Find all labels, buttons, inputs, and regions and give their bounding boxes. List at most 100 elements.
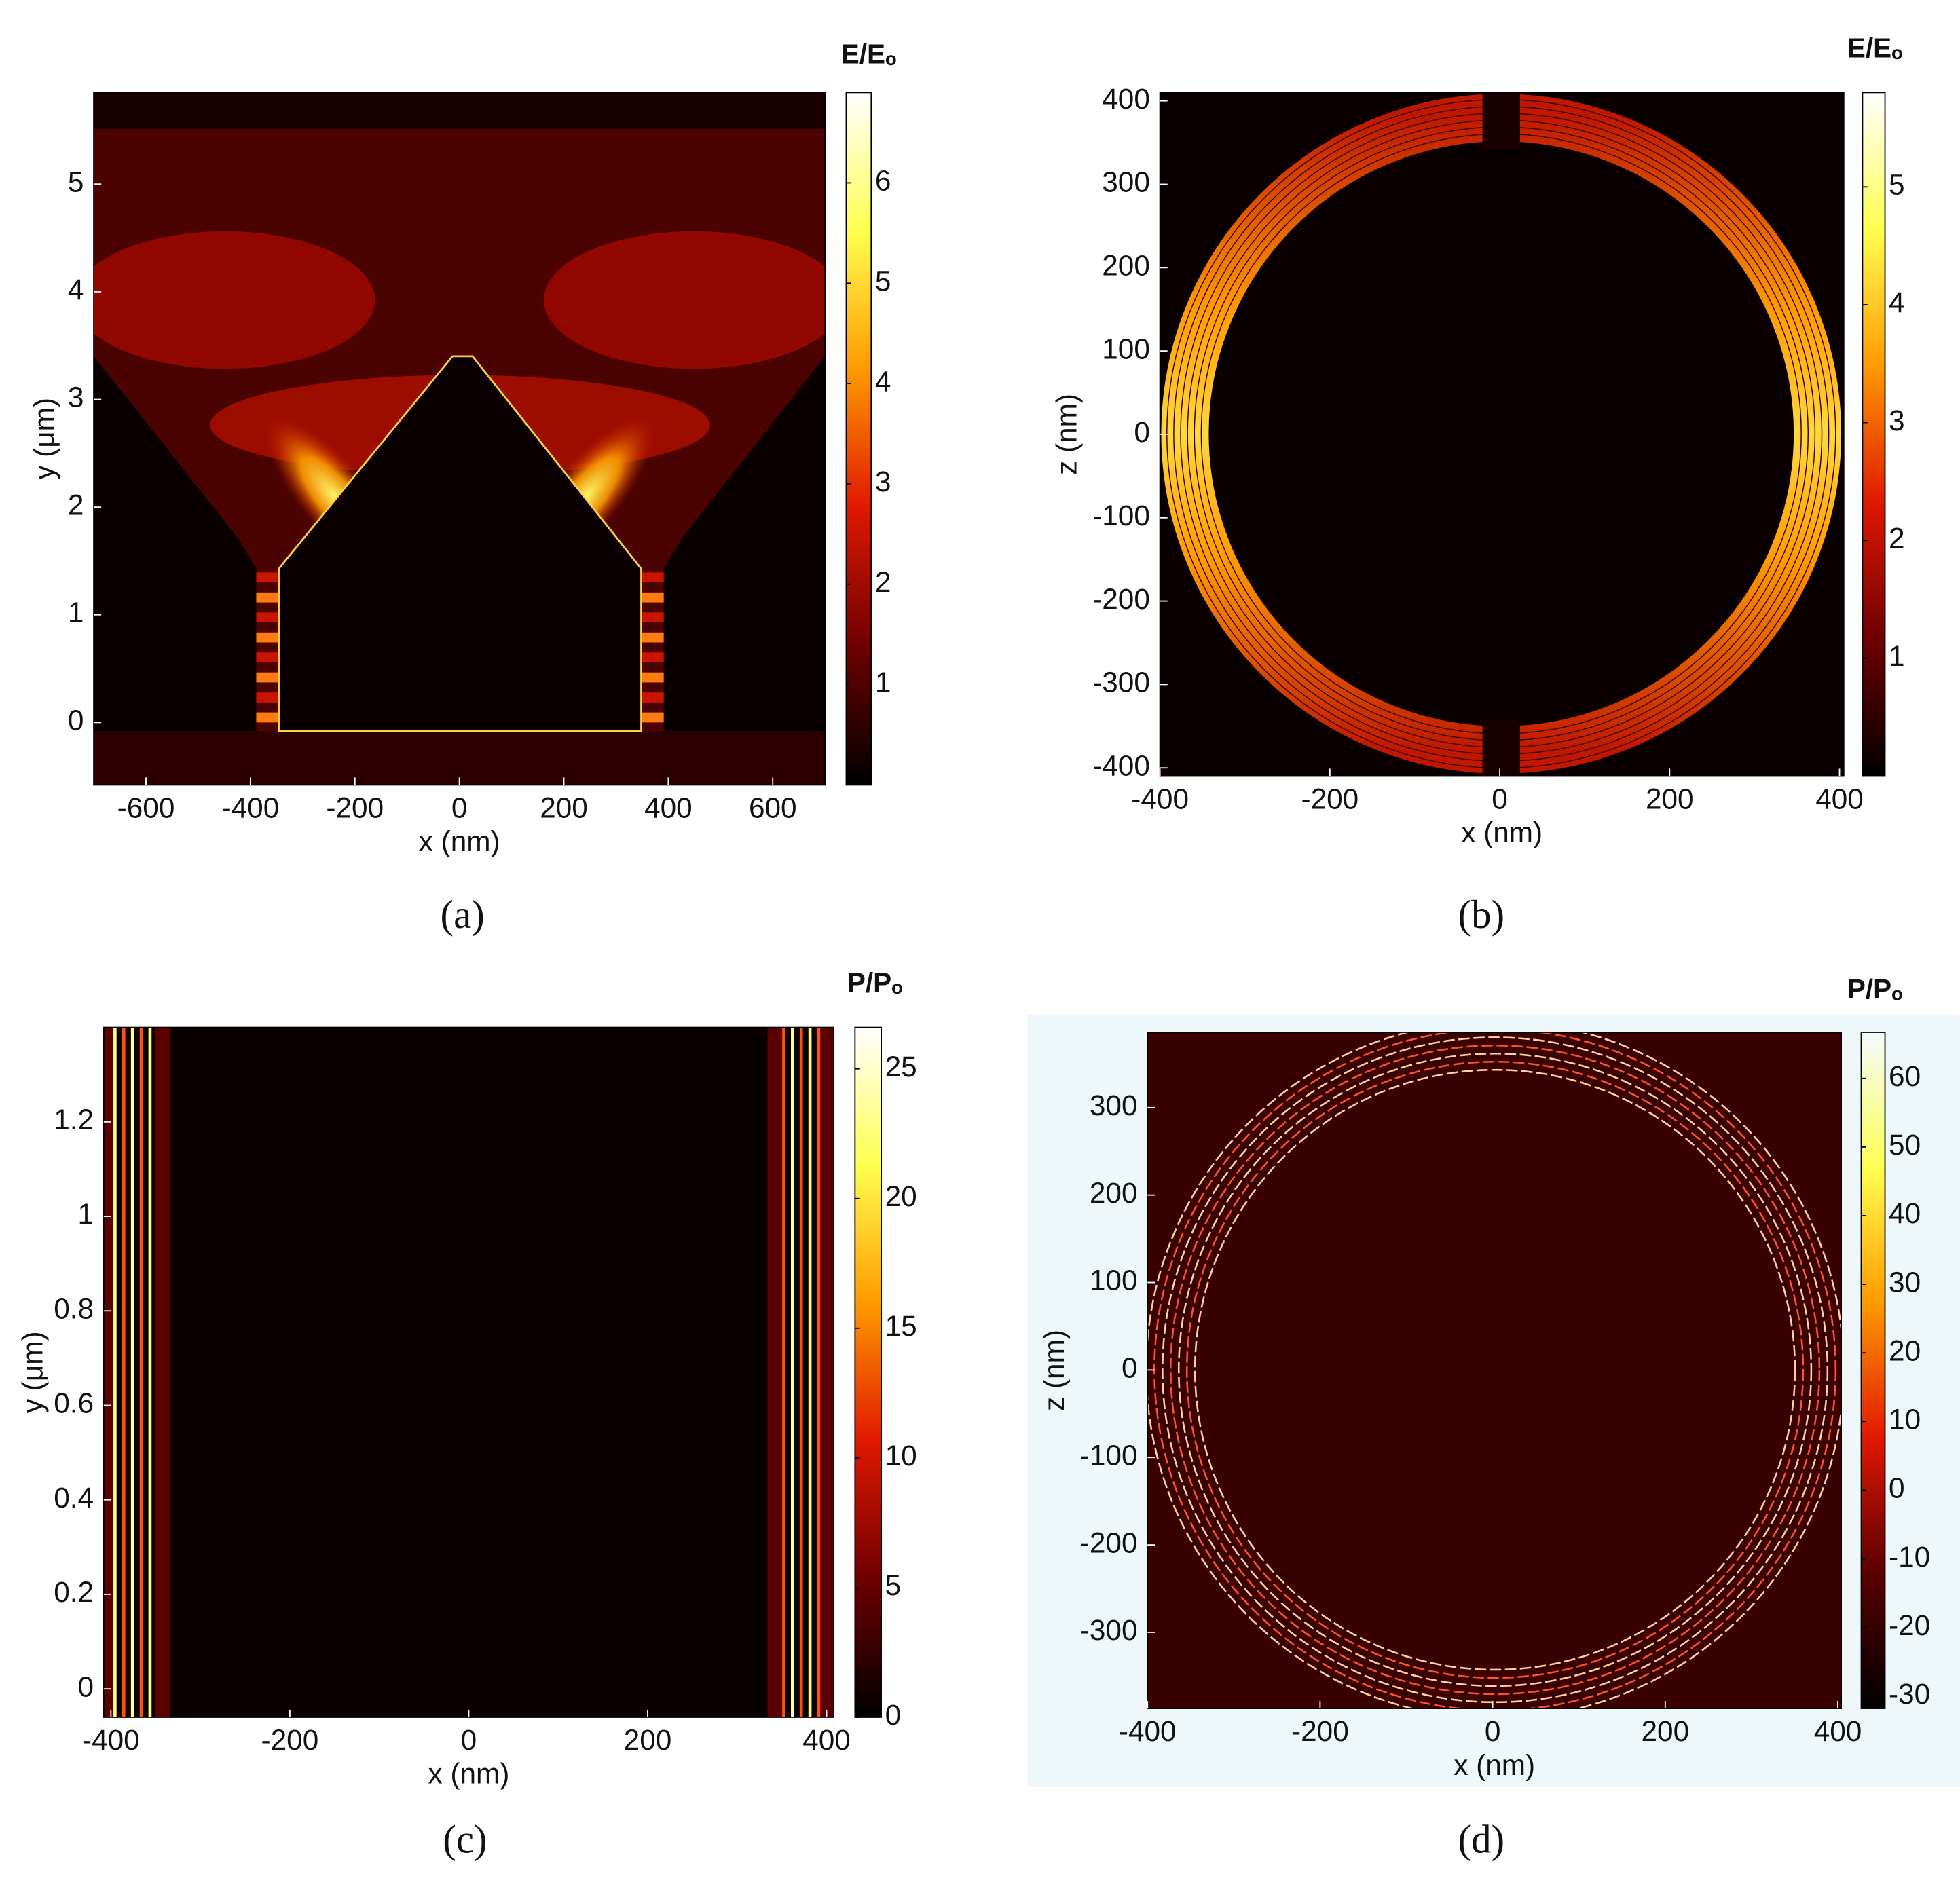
x-tick-label: 0 [461, 1724, 477, 1756]
colorbar-tick-label: 4 [875, 365, 891, 397]
colorbar-tick-label: 0 [885, 1699, 902, 1731]
colorbar-tick-label: 6 [875, 165, 891, 197]
x-tick-label: 400 [802, 1724, 851, 1756]
y-axis-label: z (nm) [1038, 1330, 1070, 1411]
y-tick-label: 0.6 [54, 1387, 94, 1419]
x-tick-label: -400 [1131, 783, 1189, 815]
panel-label: (d) [1458, 1817, 1504, 1861]
colorbar [854, 1026, 882, 1718]
colorbar-tick-label: 5 [885, 1569, 902, 1601]
y-tick-label: 1 [68, 597, 84, 629]
colorbar-label: P/Pₒ [847, 967, 903, 998]
y-tick-label: 200 [1090, 1177, 1138, 1209]
colorbar-label: P/Pₒ [1847, 973, 1903, 1005]
x-tick-label: 200 [540, 791, 588, 823]
x-tick-label: 0 [1485, 1715, 1501, 1747]
x-axis-label: x (nm) [1454, 1749, 1535, 1781]
colorbar-tick-label: 0 [1889, 1472, 1905, 1504]
colorbar-tick-label: 10 [1889, 1404, 1921, 1436]
colorbar-tick-label: 50 [1889, 1129, 1921, 1161]
colorbar-label: E/Eₒ [841, 39, 897, 70]
x-axis-label: x (nm) [419, 825, 500, 857]
heatmap-field [1147, 1032, 1842, 1709]
y-tick-label: 4 [68, 274, 84, 305]
x-tick-label: 400 [1815, 783, 1864, 815]
heatmap-field [103, 1027, 834, 1717]
y-tick-label: -100 [1080, 1439, 1138, 1471]
colorbar-tick-label: 10 [885, 1440, 917, 1472]
y-axis-label: y (μm) [17, 1331, 49, 1413]
y-axis-label: z (nm) [1050, 394, 1082, 475]
y-tick-label: 100 [1090, 1265, 1138, 1296]
y-tick-label: -300 [1092, 667, 1150, 698]
y-tick-label: 100 [1102, 333, 1150, 364]
y-tick-label: 300 [1102, 166, 1150, 198]
x-tick-label: 600 [749, 791, 797, 823]
y-axis-label: y (μm) [28, 398, 60, 480]
colorbar-tick-label: 4 [1889, 286, 1905, 318]
y-tick-label: 2 [68, 489, 84, 521]
colorbar-tick-label: 3 [1889, 405, 1905, 436]
x-tick-label: 200 [1646, 783, 1694, 815]
colorbar-tick-label: -10 [1889, 1541, 1930, 1573]
y-tick-label: -200 [1092, 583, 1150, 615]
y-tick-label: 200 [1102, 249, 1150, 281]
colorbar-tick-label: 40 [1889, 1197, 1921, 1229]
y-tick-label: 300 [1090, 1089, 1138, 1121]
y-tick-label: -200 [1080, 1527, 1138, 1558]
y-tick-label: 0 [1134, 416, 1150, 448]
x-tick-label: 0 [1492, 783, 1508, 815]
x-tick-label: 200 [624, 1724, 672, 1756]
y-tick-label: 0 [1122, 1352, 1138, 1384]
panel-label: (a) [441, 893, 485, 937]
colorbar-tick-label: 15 [885, 1310, 917, 1342]
x-tick-label: -200 [1291, 1715, 1349, 1747]
y-tick-label: 0 [68, 705, 84, 736]
colorbar-tick-label: 5 [875, 265, 891, 297]
x-tick-label: 200 [1641, 1715, 1689, 1747]
x-tick-label: -400 [222, 791, 280, 823]
y-tick-label: 400 [1102, 83, 1150, 115]
y-tick-label: 0.8 [54, 1292, 94, 1324]
x-tick-label: 400 [644, 791, 692, 823]
colorbar-tick-label: -20 [1889, 1609, 1930, 1641]
x-tick-label: -200 [261, 1724, 319, 1756]
x-tick-label: -400 [1119, 1715, 1177, 1747]
y-tick-label: 0.2 [54, 1576, 94, 1608]
heatmap-field [1160, 92, 1844, 776]
panel-label: (b) [1458, 893, 1504, 937]
colorbar-tick-label: 5 [1889, 168, 1905, 200]
y-tick-label: 0.4 [54, 1482, 94, 1514]
colorbar-tick-label: 25 [885, 1051, 917, 1083]
y-tick-label: 5 [68, 166, 84, 198]
panel-label: (c) [443, 1817, 487, 1861]
y-tick-label: -100 [1092, 500, 1150, 531]
colorbar-tick-label: 20 [1889, 1334, 1921, 1366]
y-tick-label: 3 [68, 381, 84, 413]
x-tick-label: -200 [1301, 783, 1358, 815]
x-tick-label: -200 [326, 791, 384, 823]
x-tick-label: -400 [82, 1724, 140, 1756]
colorbar [845, 92, 872, 786]
y-tick-label: 1.2 [54, 1104, 94, 1136]
colorbar-tick-label: 2 [875, 566, 891, 598]
y-tick-label: 1 [78, 1198, 94, 1230]
x-tick-label: 400 [1814, 1715, 1862, 1747]
colorbar-tick-label: 1 [1889, 640, 1905, 672]
colorbar-tick-label: 3 [875, 466, 891, 498]
x-tick-label: 0 [451, 791, 468, 823]
colorbar-tick-label: 20 [885, 1180, 917, 1212]
y-tick-label: 0 [78, 1670, 94, 1702]
colorbar-tick-label: -30 [1889, 1678, 1930, 1710]
y-tick-label: -300 [1080, 1614, 1138, 1646]
x-axis-label: x (nm) [428, 1758, 509, 1790]
colorbar [1862, 92, 1886, 777]
colorbar-tick-label: 1 [875, 667, 891, 698]
colorbar-tick-label: 30 [1889, 1266, 1921, 1298]
colorbar [1860, 1032, 1886, 1709]
x-tick-label: -600 [117, 791, 175, 823]
colorbar-label: E/Eₒ [1847, 32, 1903, 63]
colorbar-tick-label: 2 [1889, 522, 1905, 554]
